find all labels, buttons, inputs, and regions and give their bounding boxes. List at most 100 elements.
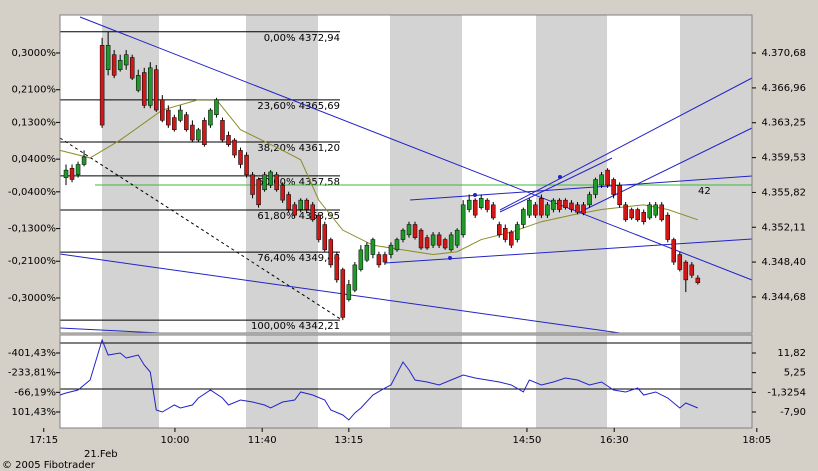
trend-line — [59, 327, 161, 334]
candle-body — [647, 204, 652, 219]
candle-body — [557, 199, 562, 210]
candle-body — [334, 254, 340, 281]
y-tick-label: 4.352,11 — [761, 222, 806, 233]
candle-body — [99, 45, 105, 126]
candle-body — [569, 202, 574, 210]
candle-body — [587, 194, 592, 206]
y2-tick-label: 101,43% — [12, 407, 57, 418]
anchor-dot — [558, 175, 562, 179]
fib-label: 76,40% 4349,46 — [257, 253, 340, 264]
x-tick-label: 17:15 — [29, 435, 58, 446]
y2-tick-label: 0,1300% — [12, 117, 57, 128]
candle-body — [376, 254, 382, 266]
candle-body — [154, 69, 159, 111]
session-bands — [102, 15, 752, 428]
candle-body — [135, 75, 141, 91]
dashed-line — [59, 137, 343, 321]
candle-body — [551, 199, 556, 210]
candle-body — [105, 45, 111, 70]
candle-body — [328, 239, 334, 266]
trend-line — [499, 77, 753, 211]
candle-body — [515, 224, 520, 240]
candle-body — [581, 204, 586, 214]
trend-line — [384, 238, 753, 264]
band — [680, 15, 752, 333]
y2-tick-label: -233,81% — [8, 368, 56, 379]
candle-body — [593, 179, 598, 195]
x-tick-label: 18:05 — [742, 435, 771, 446]
candle-body — [695, 277, 701, 283]
candle-body — [322, 224, 328, 251]
candle-body — [352, 264, 358, 291]
candle-body — [460, 204, 466, 236]
y-tick-label: 4.366,96 — [761, 83, 806, 94]
candle-body — [238, 150, 243, 165]
y2-tick-label: 0,3000% — [12, 48, 57, 59]
band — [246, 15, 318, 333]
candle-body — [123, 54, 129, 66]
fib-label: 100,00% 4342,21 — [251, 321, 340, 332]
candle-body — [575, 204, 580, 213]
trend-line — [409, 175, 753, 201]
y2-tick-label: -0,1300% — [8, 224, 56, 235]
candle-body — [641, 212, 646, 222]
candle-body — [268, 171, 273, 186]
band — [390, 15, 462, 333]
candle-body — [436, 234, 442, 246]
candle-body — [503, 228, 508, 240]
candle-body — [521, 209, 526, 225]
candle-body — [190, 124, 195, 141]
y-tick-label: 4.355,82 — [761, 187, 806, 198]
band — [246, 335, 318, 428]
candle-body — [478, 198, 484, 208]
candle-body — [274, 174, 279, 191]
candle-body — [653, 204, 658, 216]
candle-body — [539, 198, 544, 216]
candle-body — [394, 239, 400, 251]
candle-body — [424, 237, 430, 249]
candle-body — [75, 164, 81, 176]
candle-body — [340, 269, 346, 318]
candle-body — [617, 184, 622, 206]
candle-body — [430, 234, 436, 246]
candle-body — [69, 167, 75, 180]
anchor-dot — [448, 256, 452, 260]
x-tick-label: 13:15 — [334, 435, 363, 446]
candle-body — [196, 129, 201, 141]
y-tick-label: 4.359,53 — [761, 153, 806, 164]
candle-body — [683, 261, 689, 281]
indicator-line — [59, 338, 699, 421]
candle-body — [256, 179, 261, 206]
candle-body — [635, 209, 640, 221]
candle-body — [184, 114, 189, 131]
fib-label: 23,60% 4365,69 — [257, 101, 340, 112]
candle-body — [406, 224, 412, 236]
x-tick-label: 16:30 — [600, 435, 629, 446]
y-tick-label: 4.363,25 — [761, 118, 806, 129]
y-tick-label: 4.344,68 — [761, 292, 806, 303]
annotation: 42 — [698, 186, 711, 197]
candle-body — [244, 154, 249, 176]
candle-body — [412, 224, 418, 238]
fib-label: 50,00% 4357,58 — [257, 177, 340, 188]
candle-body — [166, 109, 171, 126]
trend-line — [79, 16, 753, 281]
y-tick-label: 5,25 — [784, 368, 806, 379]
y-tick-label: -1,3254 — [767, 387, 806, 398]
candle-body — [250, 174, 255, 195]
candle-body — [599, 174, 604, 186]
y-tick-label: -7,90 — [780, 407, 806, 418]
candle-body — [533, 204, 538, 216]
candle-body — [178, 109, 183, 121]
candle-body — [286, 194, 291, 210]
candle-body — [81, 156, 87, 165]
x-tick-label: 14:50 — [513, 435, 542, 446]
candle-body — [232, 139, 237, 156]
x-tick-label: 11:40 — [248, 435, 277, 446]
y2-tick-label: 0,2100% — [12, 85, 57, 96]
candle-body — [677, 254, 683, 270]
y2-tick-label: -0,3000% — [8, 293, 56, 304]
candle-body — [545, 204, 550, 216]
footer: © 2005 Fibotrader — [2, 460, 96, 471]
